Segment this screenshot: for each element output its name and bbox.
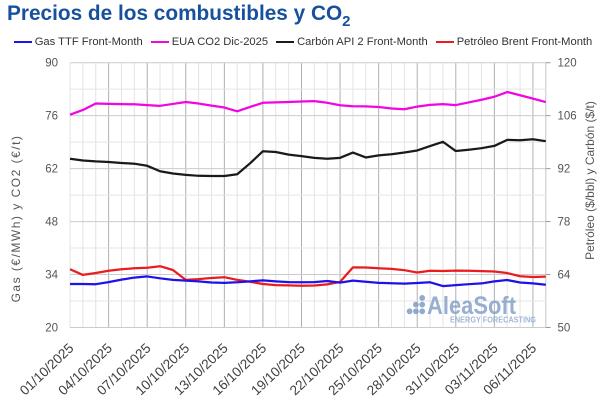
svg-text:76: 76: [45, 111, 58, 123]
svg-text:78: 78: [558, 217, 571, 229]
svg-text:Petróleo ($/bbl) y Carbón ($/t: Petróleo ($/bbl) y Carbón ($/t): [583, 101, 597, 260]
svg-text:106: 106: [558, 111, 577, 123]
svg-text:120: 120: [558, 58, 577, 70]
svg-text:ENERGY FORECASTING: ENERGY FORECASTING: [450, 316, 536, 325]
svg-text:48: 48: [45, 217, 58, 229]
svg-text:64: 64: [558, 270, 571, 282]
svg-text:50: 50: [558, 323, 571, 335]
svg-text:92: 92: [558, 164, 571, 176]
svg-text:20: 20: [45, 323, 58, 335]
svg-text:Gas (€/MWh) y CO2 (€/t): Gas (€/MWh) y CO2 (€/t): [9, 135, 23, 303]
svg-text:90: 90: [45, 58, 58, 70]
svg-text:62: 62: [45, 164, 58, 176]
svg-text:AleaSoft: AleaSoft: [427, 292, 517, 320]
svg-text:34: 34: [45, 270, 58, 282]
